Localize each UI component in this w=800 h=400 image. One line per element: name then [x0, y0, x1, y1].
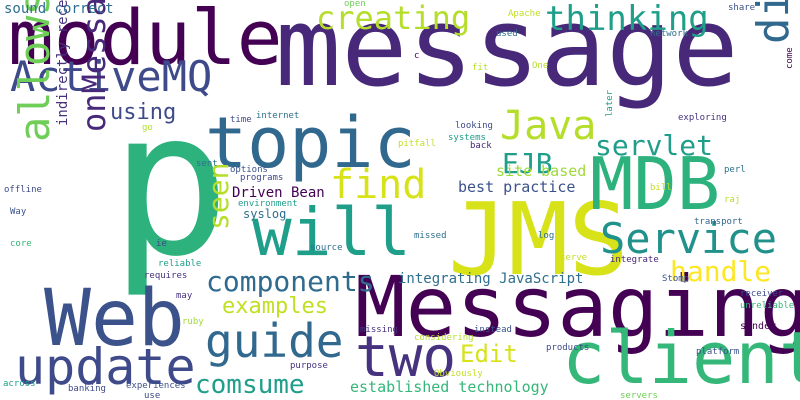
word: experiences	[126, 382, 186, 391]
word: indirectly receive	[56, 0, 70, 126]
word: use	[144, 392, 160, 400]
word: examples	[222, 296, 328, 318]
word: may	[176, 292, 192, 301]
word: best practice	[458, 180, 575, 195]
word: back	[470, 142, 492, 151]
word: source	[310, 244, 343, 253]
word: Edit	[460, 342, 518, 366]
word: creating	[316, 2, 470, 34]
word: onMessage	[78, 0, 110, 132]
word: established technology	[350, 380, 549, 395]
word: Driven Bean	[232, 186, 325, 200]
word: components	[206, 268, 375, 296]
word: transport	[694, 218, 743, 227]
word: go	[142, 124, 153, 133]
word: allows	[14, 0, 56, 142]
word: Way	[10, 208, 26, 217]
word: comsume	[195, 372, 305, 398]
word: across	[3, 380, 36, 389]
word: requires	[144, 272, 187, 281]
word: sender	[740, 322, 776, 332]
word: purpose	[290, 362, 328, 371]
word: programs	[240, 174, 283, 183]
word: come	[786, 47, 795, 69]
word: seen	[205, 163, 233, 230]
word: log	[538, 232, 554, 241]
word: later	[606, 90, 615, 117]
word: Apache	[508, 10, 541, 19]
word: directly	[752, 0, 796, 44]
word: Service	[600, 218, 777, 260]
word: missed	[414, 232, 447, 241]
word: considering	[414, 334, 474, 343]
word: bill	[650, 184, 672, 193]
word: syslog	[243, 208, 286, 220]
word: banking	[68, 385, 106, 394]
word: Stomp	[662, 275, 689, 284]
word: using	[110, 102, 176, 124]
word: sent	[196, 160, 218, 169]
word: integrate	[610, 256, 659, 265]
word: environment	[238, 200, 298, 209]
word: looking	[455, 122, 493, 131]
word: servers	[620, 392, 658, 400]
word: reliable	[158, 260, 201, 269]
word: fit	[472, 64, 488, 73]
word: unreliable	[740, 302, 794, 311]
word: Obviously	[434, 370, 483, 379]
word: offline	[4, 186, 42, 195]
word: receiver	[740, 290, 783, 299]
word: One	[532, 62, 548, 71]
word: raj	[724, 196, 740, 205]
word: site based	[496, 164, 586, 179]
word: used	[496, 30, 518, 39]
word: open	[344, 0, 366, 9]
word: ie	[156, 240, 167, 249]
word: internet	[256, 112, 299, 121]
word: servlet	[595, 132, 713, 160]
word: pitfall	[398, 140, 436, 149]
word: products	[546, 344, 589, 353]
word: network	[650, 30, 688, 39]
word: perl	[724, 166, 746, 175]
word: ruby	[182, 318, 204, 327]
word: guide	[205, 318, 343, 364]
word: time	[230, 116, 252, 125]
word: find	[330, 165, 426, 205]
word: c	[414, 52, 419, 61]
word: exploring	[678, 114, 727, 123]
word: integrating JavaScript	[398, 272, 583, 286]
word: serve	[560, 254, 587, 263]
word: platform	[696, 348, 739, 357]
word: missing	[360, 326, 398, 335]
word: instead	[474, 326, 512, 335]
word: core	[10, 240, 32, 249]
word: Java	[500, 106, 596, 146]
word: sound correct	[4, 2, 114, 16]
word: client	[562, 322, 800, 394]
word: share	[728, 4, 755, 13]
